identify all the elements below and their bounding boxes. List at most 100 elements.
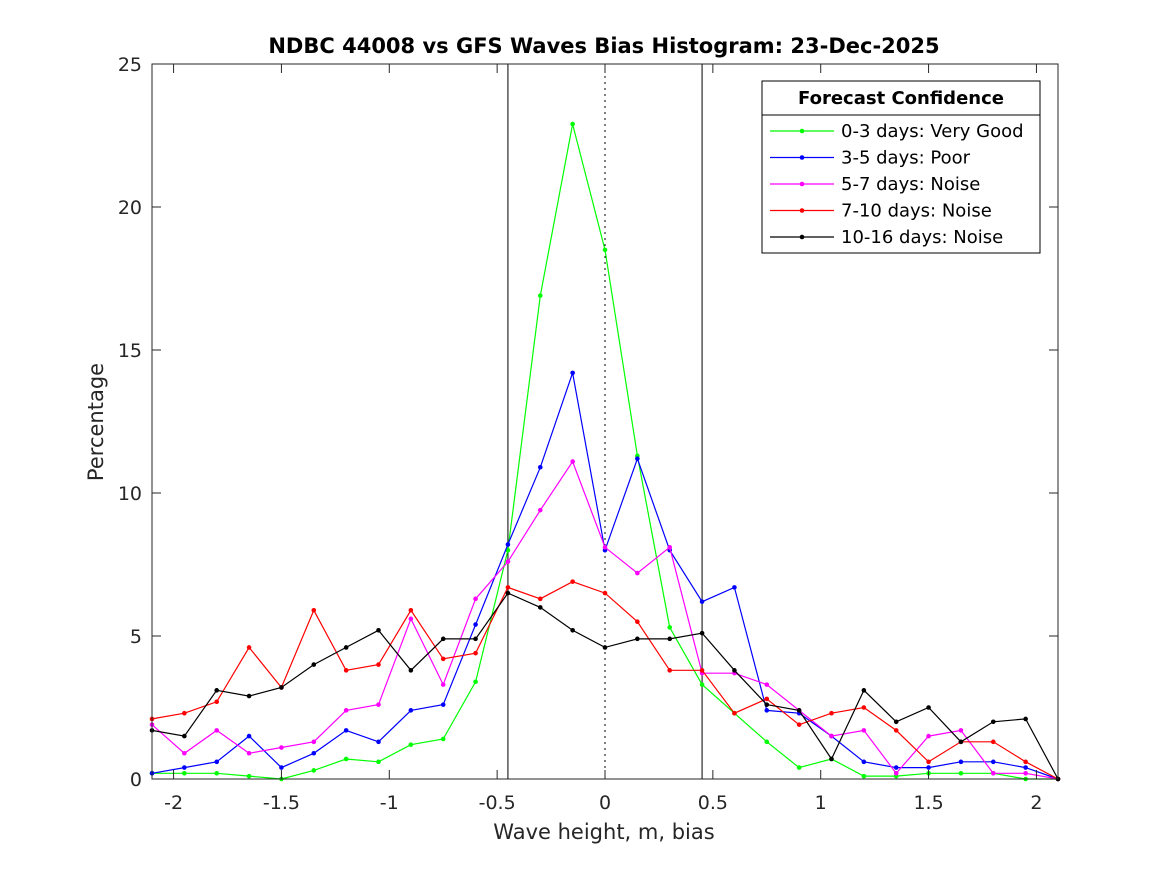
data-point (537, 464, 543, 470)
data-point (376, 662, 381, 667)
data-point (537, 596, 543, 602)
chart-title: NDBC 44008 vs GFS Waves Bias Histogram: … (268, 34, 939, 58)
data-point (473, 636, 478, 642)
data-point (214, 699, 220, 705)
data-point (311, 662, 317, 667)
data-point (214, 728, 220, 733)
data-point (182, 733, 187, 739)
data-point (893, 770, 899, 776)
data-point (505, 590, 511, 596)
x-tick-label: -1 (380, 792, 399, 814)
legend-swatch-marker (799, 208, 805, 213)
data-point (570, 627, 575, 633)
data-point (958, 739, 964, 745)
data-point (246, 773, 252, 779)
data-point (214, 770, 220, 776)
data-point (602, 590, 608, 596)
data-point (829, 710, 834, 716)
data-point (667, 545, 673, 550)
data-point (990, 739, 996, 745)
reference-lines (507, 64, 703, 779)
data-point (1023, 770, 1028, 776)
data-point (602, 645, 608, 650)
x-tick-label: -2 (164, 792, 183, 814)
legend-entry-label: 5-7 days: Noise (841, 174, 980, 195)
data-point (182, 710, 187, 716)
data-point (570, 459, 575, 464)
data-point (182, 765, 187, 770)
data-point (732, 710, 737, 716)
data-point (764, 682, 770, 687)
data-point (829, 733, 834, 739)
data-point (311, 607, 317, 613)
data-point (990, 719, 996, 725)
x-tick-label: 1.5 (913, 792, 943, 814)
data-point (182, 770, 187, 776)
data-point (667, 636, 673, 642)
legend-swatch-marker (799, 234, 805, 240)
data-point (537, 293, 543, 298)
data-point (246, 750, 252, 756)
data-point (182, 750, 187, 756)
data-point (570, 370, 575, 376)
data-point (602, 247, 608, 253)
data-point (699, 599, 705, 604)
data-point (893, 765, 899, 770)
x-tick-label: 0 (599, 792, 611, 814)
data-point (861, 728, 867, 733)
data-point (246, 693, 252, 699)
y-tick-label: 25 (118, 54, 142, 76)
data-point (570, 121, 575, 127)
x-tick-label: -0.5 (479, 792, 516, 814)
data-point (408, 742, 414, 747)
data-point (505, 547, 511, 553)
data-point (764, 708, 770, 713)
y-tick-label: 0 (130, 769, 142, 791)
data-point (829, 756, 834, 762)
data-point (311, 750, 317, 756)
data-point (861, 773, 867, 779)
legend-box (761, 80, 1041, 254)
data-point (958, 728, 964, 733)
y-tick-label: 20 (118, 197, 142, 219)
data-point (343, 756, 349, 762)
data-point (343, 708, 349, 713)
data-point (440, 736, 446, 742)
data-point (796, 708, 802, 713)
x-tick-label: -1.5 (263, 792, 300, 814)
data-point (408, 668, 414, 673)
data-point (505, 542, 511, 547)
data-point (1023, 716, 1028, 722)
data-point (667, 625, 673, 630)
series-5 (149, 590, 1061, 782)
data-point (246, 645, 252, 650)
x-axis-label: Wave height, m, bias (493, 820, 714, 844)
data-point (376, 759, 381, 765)
data-point (861, 759, 867, 765)
legend-swatch-marker (799, 128, 805, 134)
data-point (861, 688, 867, 693)
legend-entry-label: 10-16 days: Noise (841, 227, 1003, 248)
data-point (764, 696, 770, 702)
data-point (279, 745, 284, 750)
data-point (796, 722, 802, 727)
data-point (893, 728, 899, 733)
data-point (376, 739, 381, 745)
data-point (667, 668, 673, 673)
data-point (440, 682, 446, 687)
data-point (570, 579, 575, 584)
data-point (635, 619, 640, 624)
data-point (926, 705, 931, 710)
y-axis-label: Percentage (84, 363, 108, 481)
data-point (699, 682, 705, 687)
legend-title: Forecast Confidence (798, 88, 1004, 109)
data-point (246, 733, 252, 739)
data-point (796, 765, 802, 770)
legend-entry-label: 0-3 days: Very Good (841, 121, 1024, 142)
data-point (376, 627, 381, 633)
data-point (602, 545, 608, 550)
data-point (635, 570, 640, 576)
data-point (440, 656, 446, 662)
